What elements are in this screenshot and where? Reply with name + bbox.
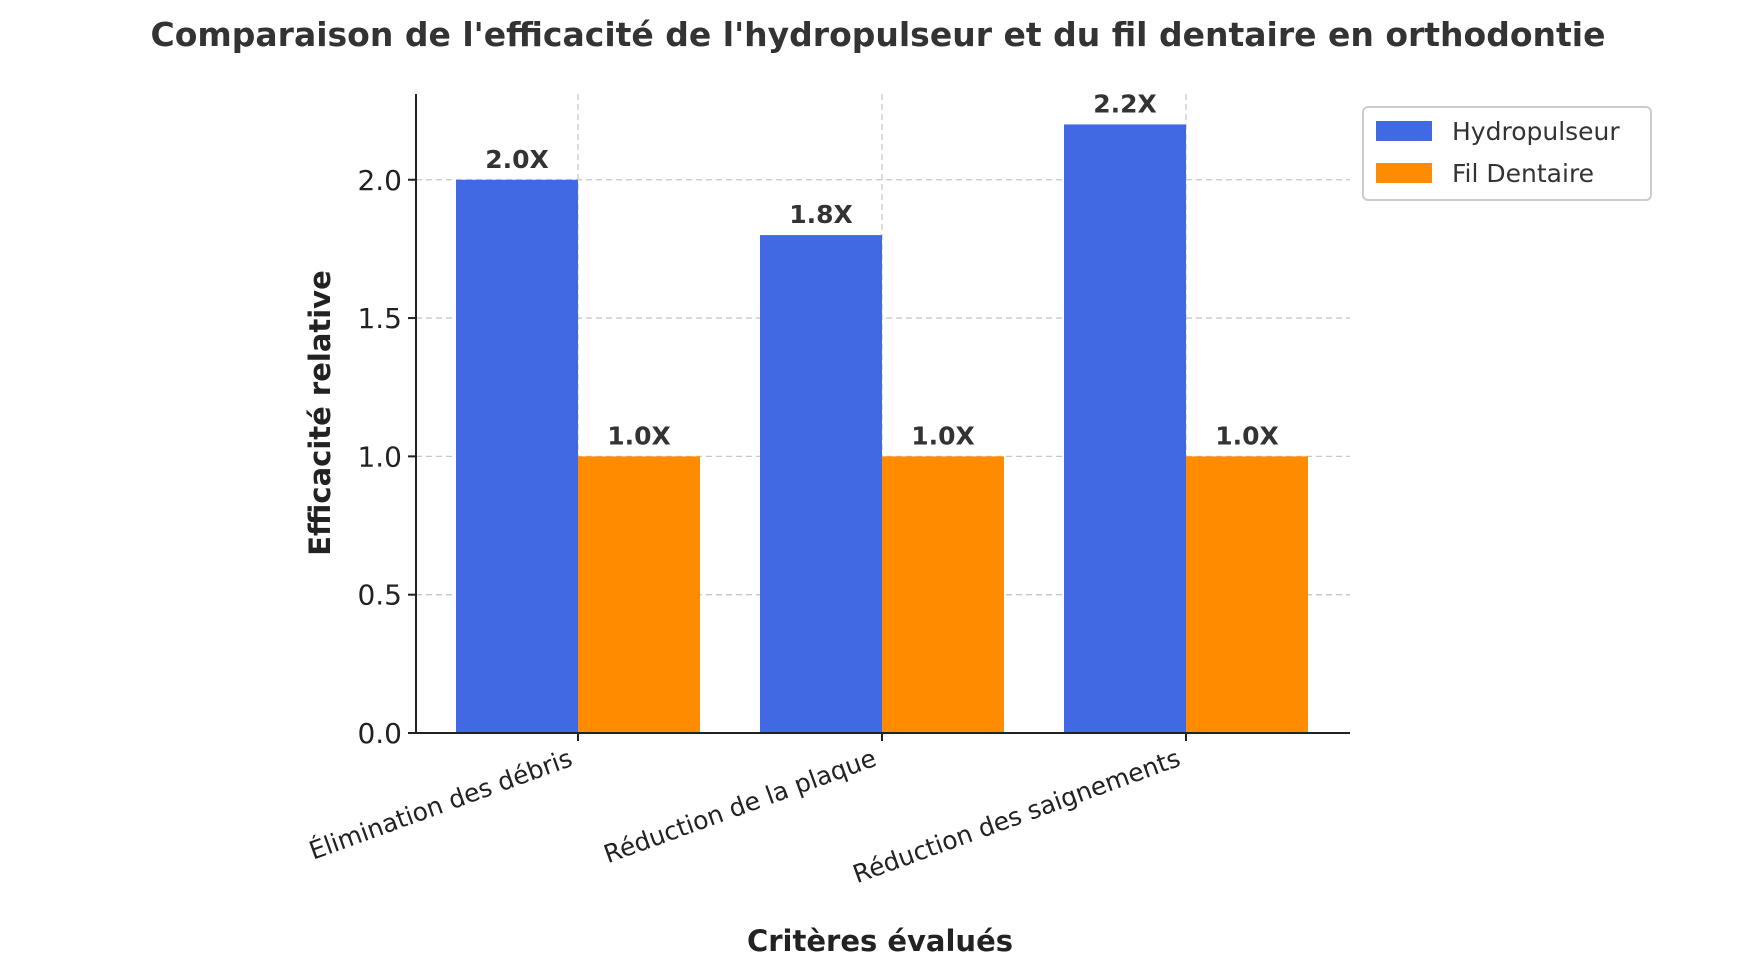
legend-swatch-fil-dentaire [1376, 163, 1432, 183]
y-axis-label: Efficacité relative [303, 270, 337, 556]
bar-value-label: 2.0X [485, 145, 549, 174]
y-tick-label: 1.5 [357, 302, 402, 335]
bar-value-label: 1.0X [607, 421, 671, 450]
axes [408, 94, 1350, 741]
bar-value-label: 1.0X [911, 421, 975, 450]
bar-labels: 2.0X 1.8X 2.2X 1.0X 1.0X 1.0X [485, 89, 1279, 450]
legend-label-fil-dentaire: Fil Dentaire [1452, 159, 1594, 188]
chart-title: Comparaison de l'efficacité de l'hydropu… [151, 15, 1606, 54]
legend-frame [1362, 106, 1652, 201]
bar-hydropulseur-2 [760, 235, 882, 733]
y-tick-labels: 0.0 0.5 1.0 1.5 2.0 [357, 164, 402, 750]
bar-value-label: 1.0X [1215, 421, 1279, 450]
bar-value-label: 2.2X [1093, 89, 1157, 118]
y-tick-label: 0.0 [357, 717, 402, 750]
bar-hydropulseur-1 [456, 179, 578, 734]
bar-value-label: 1.8X [789, 200, 853, 229]
bar-fil-dentaire-1 [578, 456, 700, 733]
bar-fil-dentaire-3 [1186, 456, 1308, 733]
bars [456, 124, 1308, 734]
legend: Hydropulseur Fil Dentaire [1362, 106, 1652, 201]
legend-swatch-hydropulseur [1376, 121, 1432, 141]
x-axis-label: Critères évalués [747, 924, 1013, 958]
bar-fil-dentaire-2 [882, 456, 1004, 733]
y-tick-label: 0.5 [357, 579, 402, 612]
y-tick-label: 2.0 [357, 164, 402, 197]
bar-hydropulseur-3 [1064, 124, 1186, 733]
y-tick-label: 1.0 [357, 440, 402, 473]
legend-label-hydropulseur: Hydropulseur [1452, 117, 1620, 146]
